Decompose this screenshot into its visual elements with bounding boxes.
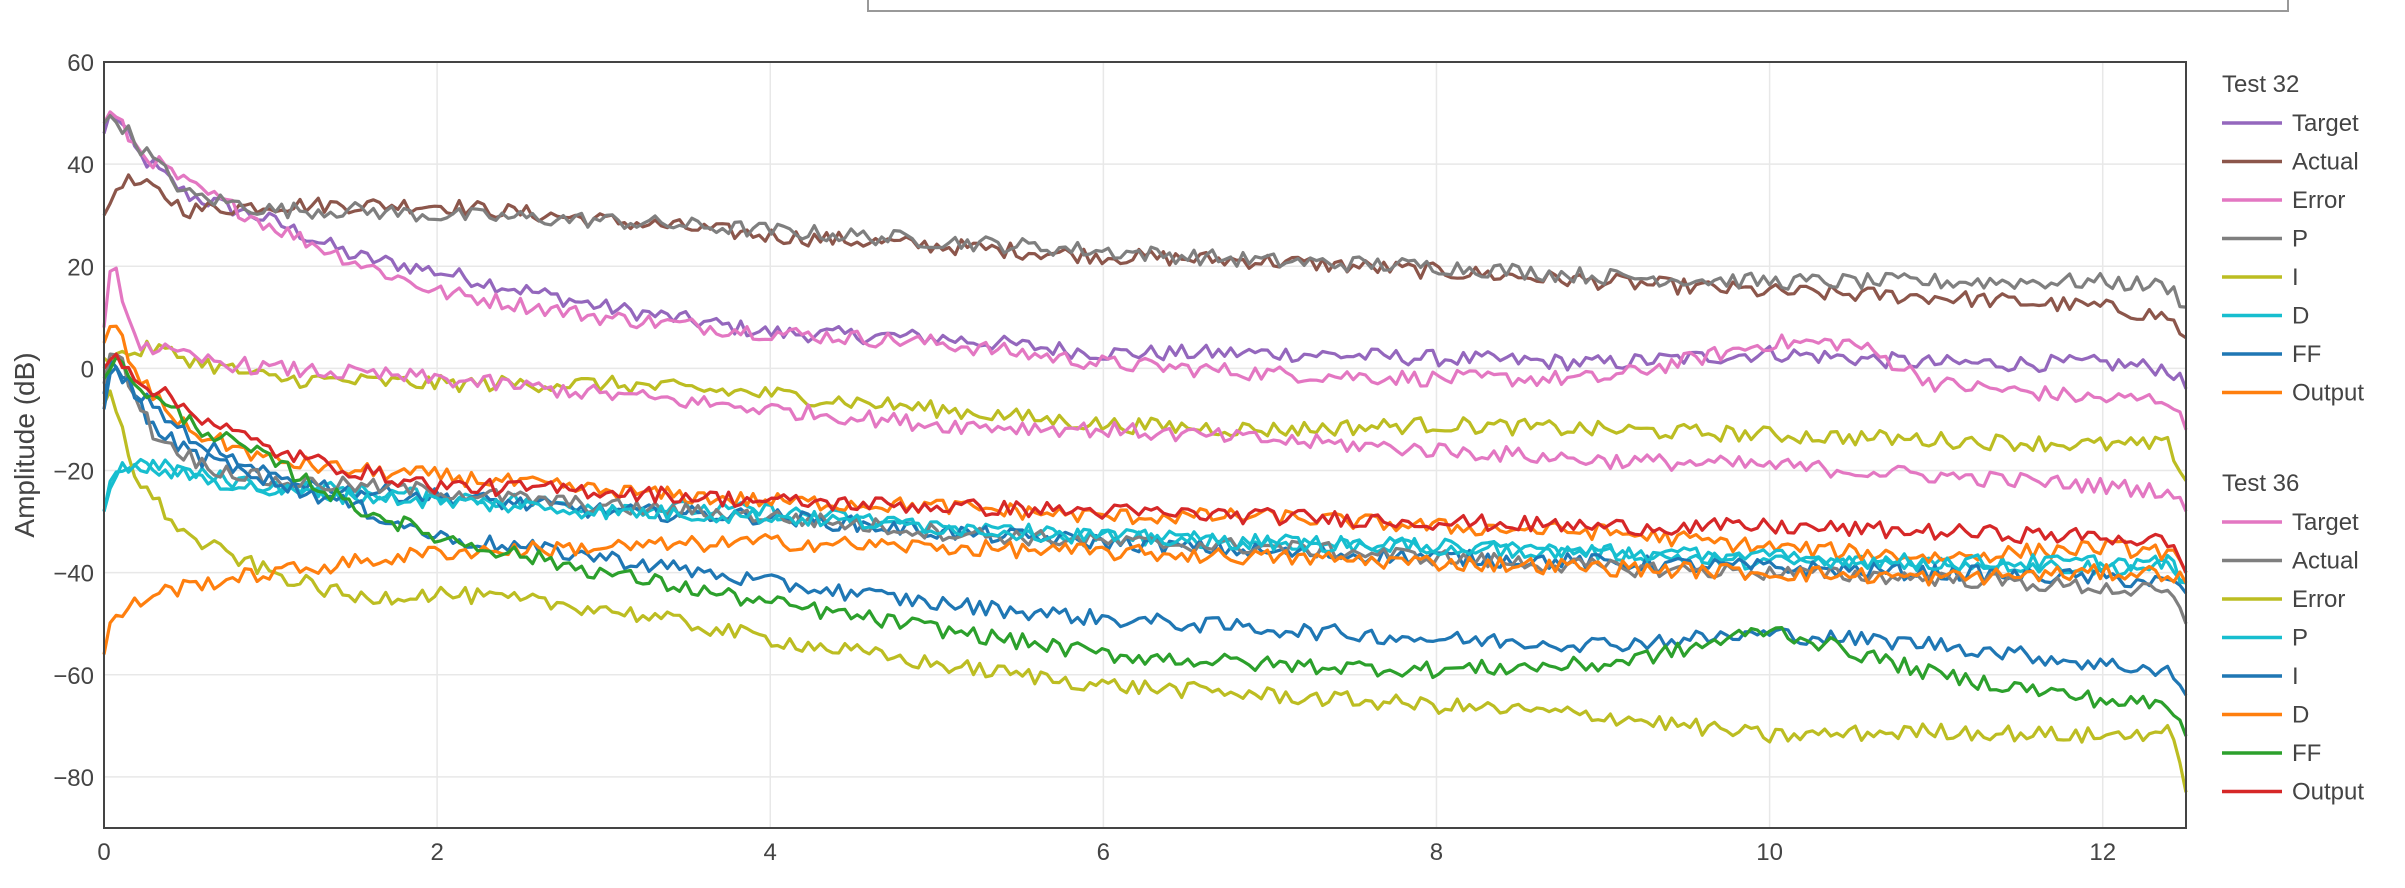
y-tick-label: −80 xyxy=(53,765,94,792)
legend-group-title: Test 36 xyxy=(2222,470,2299,497)
legend-item[interactable]: I xyxy=(2222,264,2299,291)
legend-label: P xyxy=(2292,226,2308,253)
legend-item[interactable]: Actual xyxy=(2222,548,2359,575)
y-tick-label: 60 xyxy=(67,50,94,77)
y-axis-label: Amplitude (dB) xyxy=(9,352,40,537)
series-line xyxy=(102,352,2188,574)
legend-item[interactable]: I xyxy=(2222,663,2299,690)
x-tick-label: 12 xyxy=(2089,839,2116,866)
legend-item[interactable]: P xyxy=(2222,226,2308,253)
series-line xyxy=(102,113,2187,309)
series-line xyxy=(102,457,2187,585)
legend-label: FF xyxy=(2292,740,2321,767)
legend-label: I xyxy=(2292,663,2299,690)
series-line xyxy=(102,173,2187,340)
series-lines xyxy=(102,110,2188,793)
legend-item[interactable]: Error xyxy=(2222,586,2345,613)
legend-item[interactable]: Output xyxy=(2222,779,2364,806)
series-line xyxy=(102,339,2188,482)
x-tick-label: 10 xyxy=(1756,839,1783,866)
y-tick-label: 40 xyxy=(67,152,94,179)
series-line xyxy=(102,110,2188,390)
y-tick-label: −60 xyxy=(53,663,94,690)
legend-item[interactable]: FF xyxy=(2222,341,2321,368)
x-tick-label: 4 xyxy=(764,839,777,866)
x-tick-label: 8 xyxy=(1430,839,1443,866)
series-line xyxy=(102,355,2188,737)
series-line xyxy=(102,532,2188,655)
legend-label: Error xyxy=(2292,187,2345,214)
legend-item[interactable]: Target xyxy=(2222,509,2359,536)
x-tick-label: 0 xyxy=(97,839,110,866)
legend-label: I xyxy=(2292,264,2299,291)
y-tick-label: 0 xyxy=(81,356,94,383)
legend-item[interactable]: Output xyxy=(2222,380,2364,407)
series-line xyxy=(102,389,2188,793)
series-line xyxy=(102,266,2188,513)
series-line xyxy=(102,324,2188,574)
legend-label: Error xyxy=(2292,586,2345,613)
legend-label: D xyxy=(2292,702,2309,729)
legend-label: P xyxy=(2292,625,2308,652)
legend-item[interactable]: P xyxy=(2222,625,2308,652)
legend-label: Target xyxy=(2292,110,2359,137)
legend-label: Output xyxy=(2292,779,2364,806)
legend-label: Actual xyxy=(2292,548,2359,575)
top-partial-box xyxy=(867,0,2289,12)
y-tick-label: −40 xyxy=(53,561,94,588)
legend-label: FF xyxy=(2292,341,2321,368)
legend-label: D xyxy=(2292,303,2309,330)
x-tick-label: 2 xyxy=(430,839,443,866)
tick-labels: 60 40 20 0 −20 −40 −60 −80 0 2 4 6 8 10 12 xyxy=(53,50,2116,866)
legend-item[interactable]: Actual xyxy=(2222,149,2359,176)
legend-item[interactable]: FF xyxy=(2222,740,2321,767)
x-tick-label: 6 xyxy=(1097,839,1110,866)
legend-item[interactable]: D xyxy=(2222,303,2309,330)
y-tick-label: 20 xyxy=(67,254,94,281)
legend-item[interactable]: D xyxy=(2222,702,2309,729)
legend[interactable]: Test 32TargetActualErrorPIDFFOutputTest … xyxy=(2222,71,2364,806)
legend-label: Actual xyxy=(2292,149,2359,176)
legend-group-title: Test 32 xyxy=(2222,71,2299,98)
legend-item[interactable]: Error xyxy=(2222,187,2345,214)
legend-label: Output xyxy=(2292,380,2364,407)
series-line xyxy=(102,352,2188,625)
y-tick-label: −20 xyxy=(53,459,94,486)
grid xyxy=(104,62,2186,828)
legend-item[interactable]: Target xyxy=(2222,110,2359,137)
legend-label: Target xyxy=(2292,509,2359,536)
series-line xyxy=(102,110,2188,431)
plot-frame xyxy=(103,61,2187,829)
